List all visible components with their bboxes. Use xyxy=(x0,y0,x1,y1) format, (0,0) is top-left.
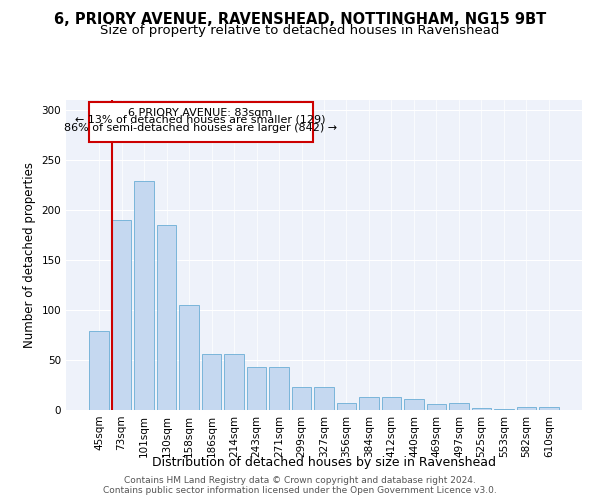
Bar xyxy=(449,403,469,410)
Bar xyxy=(337,403,356,410)
Text: 6 PRIORY AVENUE: 83sqm: 6 PRIORY AVENUE: 83sqm xyxy=(128,108,272,118)
Bar xyxy=(112,220,131,410)
Bar xyxy=(224,354,244,410)
Text: ← 13% of detached houses are smaller (129): ← 13% of detached houses are smaller (12… xyxy=(75,115,326,125)
Bar xyxy=(247,367,266,410)
Bar xyxy=(359,397,379,410)
Bar xyxy=(314,387,334,410)
Bar xyxy=(427,404,446,410)
Bar xyxy=(179,305,199,410)
Text: 6, PRIORY AVENUE, RAVENSHEAD, NOTTINGHAM, NG15 9BT: 6, PRIORY AVENUE, RAVENSHEAD, NOTTINGHAM… xyxy=(54,12,546,28)
Bar xyxy=(89,331,109,410)
Bar xyxy=(539,407,559,410)
Y-axis label: Number of detached properties: Number of detached properties xyxy=(23,162,36,348)
Text: Distribution of detached houses by size in Ravenshead: Distribution of detached houses by size … xyxy=(152,456,496,469)
Bar xyxy=(292,387,311,410)
Bar xyxy=(517,407,536,410)
Bar xyxy=(157,225,176,410)
Text: Contains HM Land Registry data © Crown copyright and database right 2024.: Contains HM Land Registry data © Crown c… xyxy=(124,476,476,485)
Bar xyxy=(269,367,289,410)
FancyBboxPatch shape xyxy=(89,102,313,142)
Bar xyxy=(472,408,491,410)
Bar xyxy=(494,409,514,410)
Text: 86% of semi-detached houses are larger (842) →: 86% of semi-detached houses are larger (… xyxy=(64,123,337,133)
Text: Contains public sector information licensed under the Open Government Licence v3: Contains public sector information licen… xyxy=(103,486,497,495)
Bar xyxy=(202,354,221,410)
Bar xyxy=(134,181,154,410)
Bar xyxy=(382,397,401,410)
Bar xyxy=(404,399,424,410)
Text: Size of property relative to detached houses in Ravenshead: Size of property relative to detached ho… xyxy=(100,24,500,37)
